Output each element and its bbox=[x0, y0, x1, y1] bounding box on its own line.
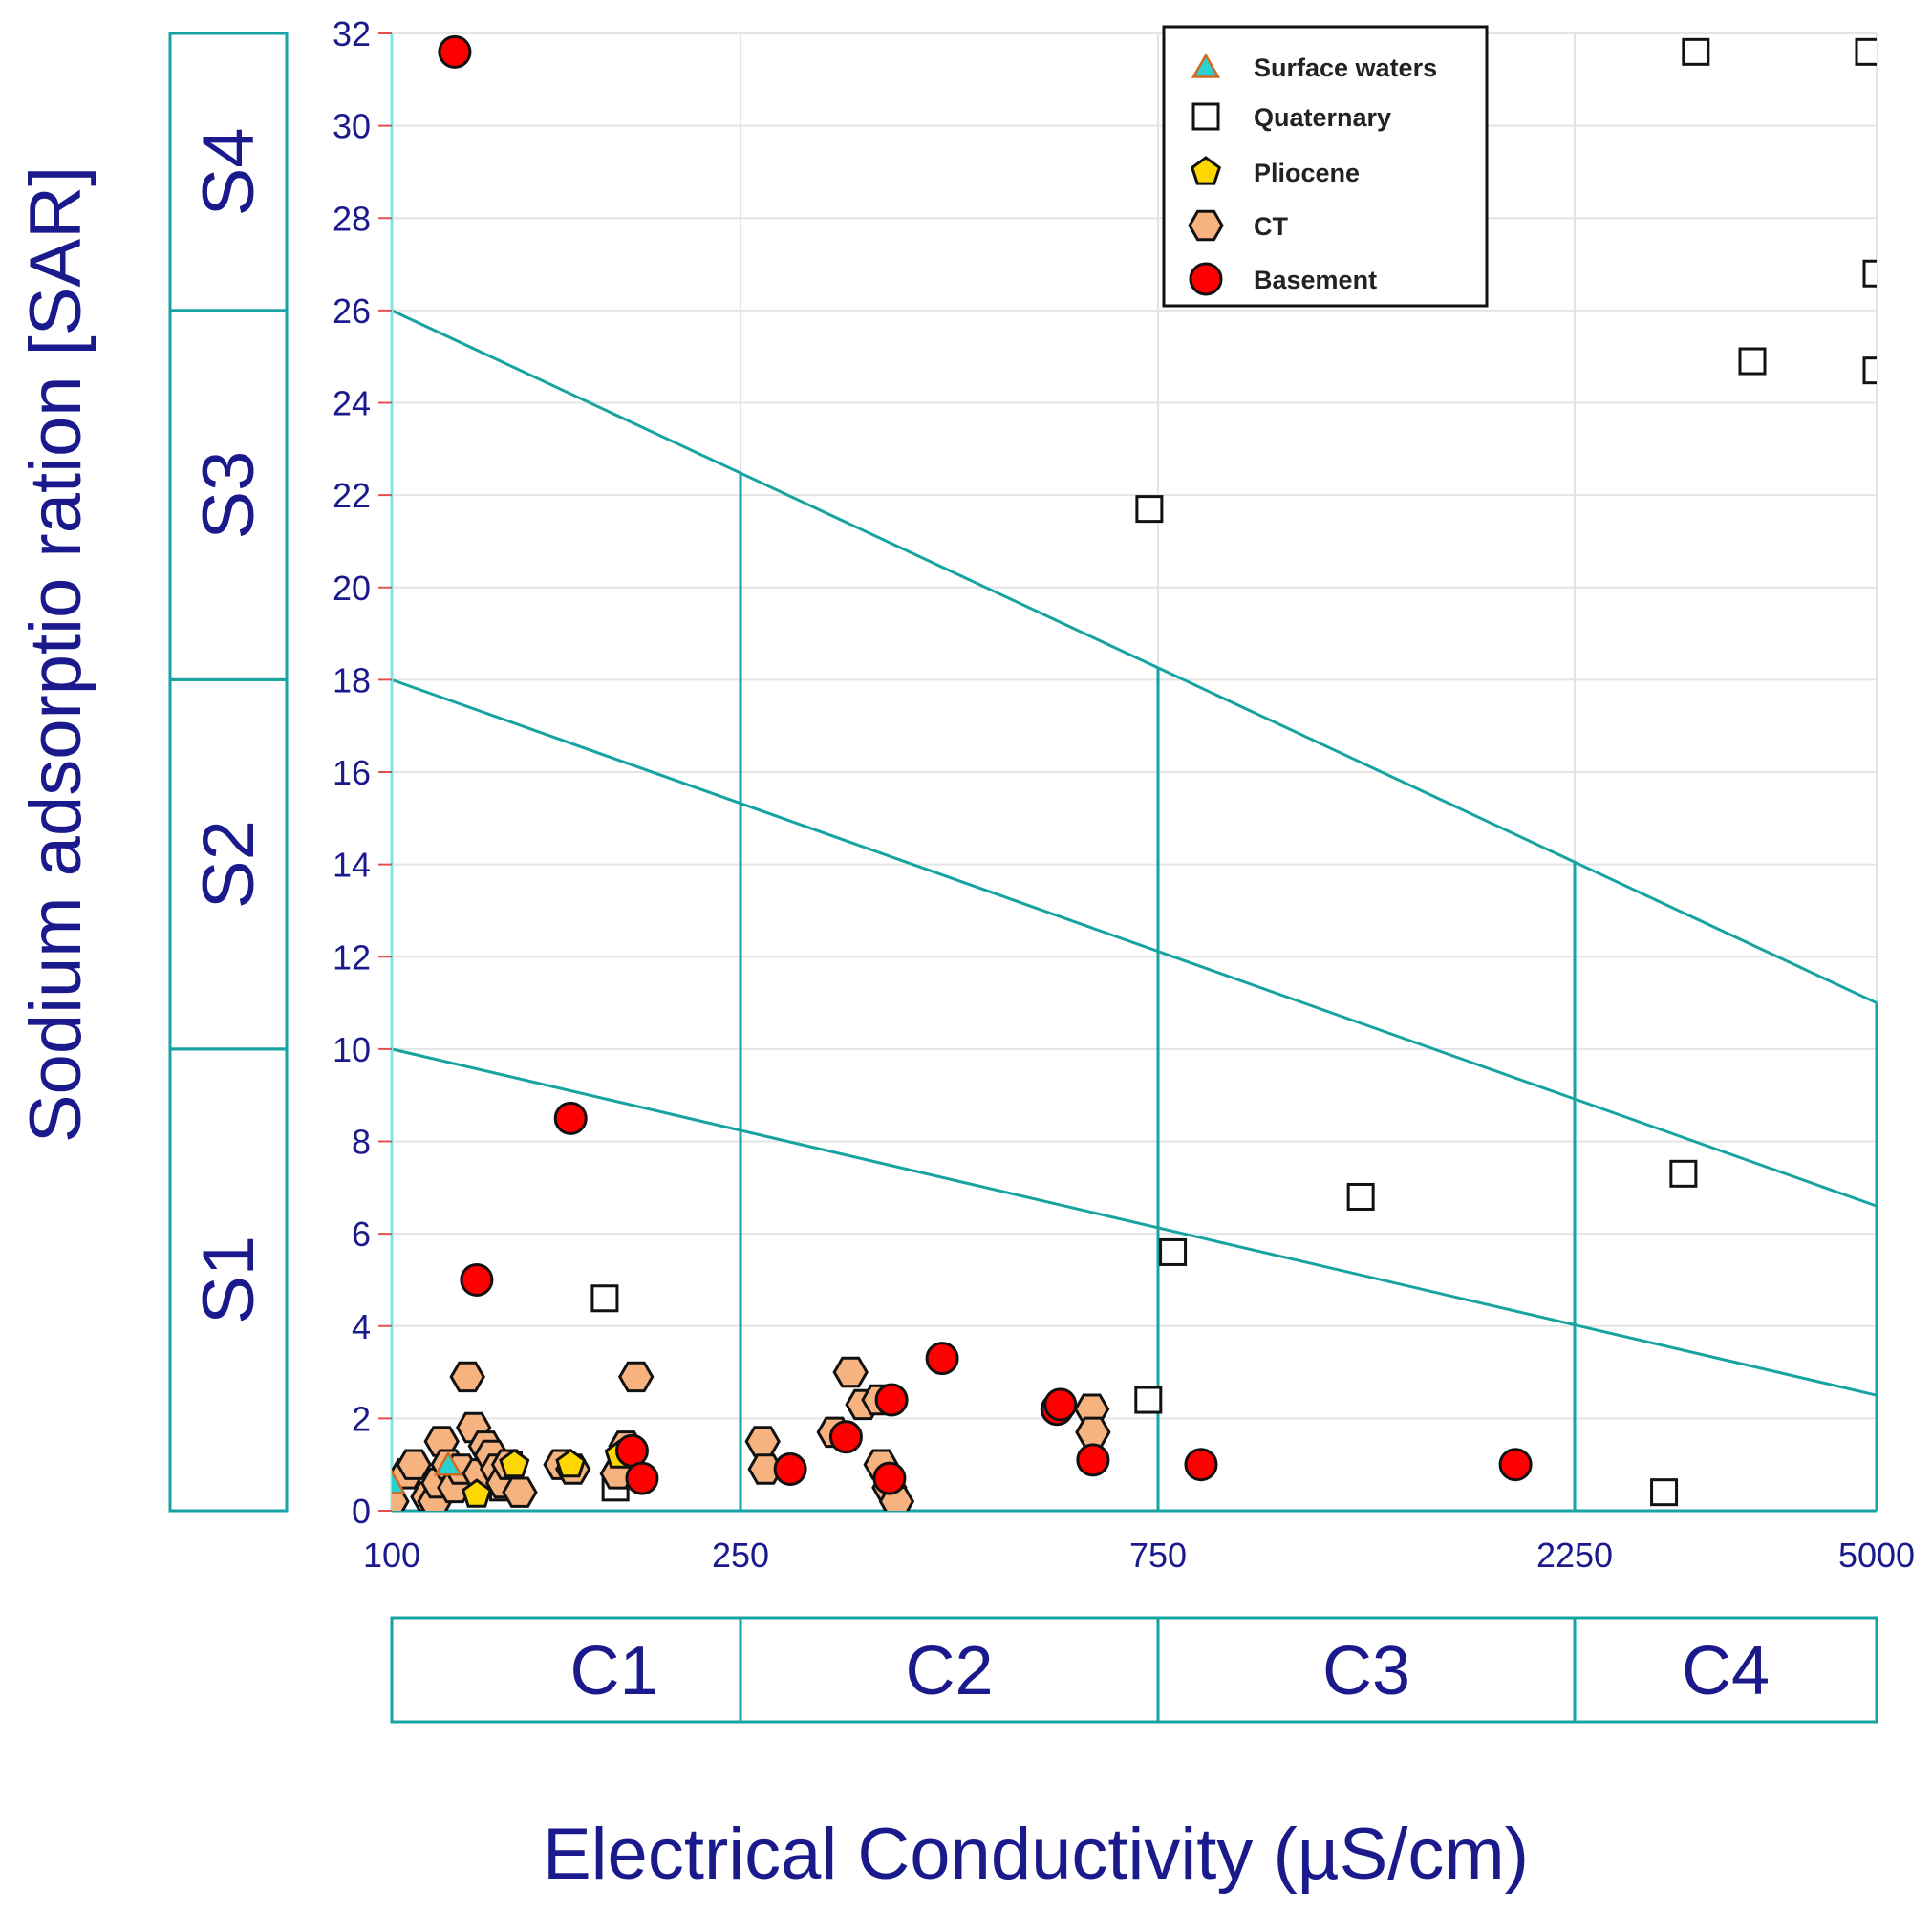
data-point bbox=[438, 34, 472, 69]
y-tick-label: 22 bbox=[333, 476, 371, 515]
class-boundary-line bbox=[391, 309, 1878, 1004]
legend-label: Surface waters bbox=[1254, 54, 1437, 82]
data-point bbox=[1075, 1416, 1111, 1449]
data-point bbox=[925, 1342, 959, 1376]
data-point bbox=[744, 1426, 781, 1457]
data-point bbox=[1159, 1237, 1188, 1266]
sodium-class-label: S4 bbox=[188, 127, 269, 216]
data-point bbox=[747, 1453, 784, 1485]
y-tick-label: 24 bbox=[333, 384, 371, 423]
sodium-class-box bbox=[168, 32, 289, 312]
data-point bbox=[1862, 356, 1877, 385]
salinity-class-box bbox=[1573, 1616, 1878, 1724]
data-point bbox=[1076, 1443, 1110, 1477]
x-axis-label: Electrical Conductivity (µS/cm) bbox=[543, 1814, 1529, 1895]
y-tick-label: 32 bbox=[333, 14, 371, 54]
data-point bbox=[773, 1452, 807, 1487]
y-tick-label: 10 bbox=[333, 1030, 371, 1069]
data-point bbox=[625, 1461, 659, 1495]
series-ct bbox=[392, 1356, 1111, 1511]
salinity-class-label: C2 bbox=[905, 1633, 993, 1709]
data-points bbox=[392, 34, 1877, 1511]
data-point bbox=[1498, 1448, 1533, 1482]
data-point bbox=[1184, 1448, 1218, 1482]
series-basement bbox=[438, 34, 1533, 1495]
sodium-class-label: S3 bbox=[188, 451, 269, 540]
data-point bbox=[460, 1262, 494, 1297]
data-point bbox=[553, 1101, 588, 1135]
data-point bbox=[614, 1433, 649, 1468]
data-point bbox=[1669, 1159, 1698, 1188]
legend-marker bbox=[1191, 53, 1221, 78]
data-point bbox=[872, 1461, 907, 1495]
y-tick-label: 6 bbox=[352, 1214, 371, 1254]
sodium-class-label: S1 bbox=[188, 1236, 269, 1324]
data-point bbox=[499, 1448, 530, 1478]
data-point bbox=[396, 1449, 432, 1480]
data-point bbox=[461, 1478, 492, 1508]
salinity-class-box bbox=[390, 1616, 742, 1724]
y-tick-label: 14 bbox=[333, 846, 371, 885]
y-tick-label: 20 bbox=[333, 569, 371, 608]
y-tick-label: 16 bbox=[333, 753, 371, 792]
class-boundary-line bbox=[391, 1047, 1878, 1397]
legend-marker bbox=[1191, 102, 1220, 131]
data-point bbox=[555, 1448, 587, 1478]
series-surface-waters bbox=[392, 1451, 463, 1494]
y-tick-label: 26 bbox=[333, 291, 371, 331]
legend-marker bbox=[1188, 209, 1224, 242]
data-point bbox=[392, 1469, 407, 1494]
legend: Surface waters Quaternary Pliocene CT Baseme… bbox=[1162, 25, 1489, 308]
y-tick-label: 18 bbox=[333, 660, 371, 699]
x-tick-label: 5000 bbox=[1838, 1536, 1915, 1575]
x-tick-label: 2250 bbox=[1536, 1536, 1613, 1575]
salinity-class-label: C3 bbox=[1322, 1633, 1410, 1709]
y-tick-label: 2 bbox=[352, 1399, 371, 1438]
legend-label: CT bbox=[1254, 212, 1288, 241]
x-tick-label: 750 bbox=[1129, 1536, 1187, 1575]
data-point bbox=[617, 1361, 655, 1393]
data-point bbox=[590, 1284, 619, 1313]
data-point bbox=[1682, 37, 1710, 66]
data-point bbox=[449, 1361, 485, 1393]
data-point bbox=[1135, 495, 1164, 524]
data-point bbox=[1738, 347, 1767, 376]
legend-marker bbox=[1190, 156, 1222, 185]
data-point bbox=[433, 1451, 463, 1476]
y-tick-label: 12 bbox=[333, 937, 371, 977]
class-boundary-line bbox=[391, 677, 1878, 1208]
data-point bbox=[1043, 1387, 1078, 1422]
data-point bbox=[1134, 1386, 1163, 1414]
data-point bbox=[502, 1476, 538, 1508]
legend-label: Basement bbox=[1254, 266, 1377, 294]
y-tick-label: 4 bbox=[352, 1307, 371, 1346]
data-point bbox=[828, 1420, 863, 1454]
legend-marker bbox=[1189, 262, 1223, 296]
data-point bbox=[874, 1383, 909, 1417]
x-tick-label: 250 bbox=[712, 1536, 769, 1575]
class-bands: S1 S2 S3 S4 C1 C2 C3 C4 bbox=[168, 32, 1878, 1724]
x-tick-label: 100 bbox=[363, 1536, 420, 1575]
sodium-class-label: S2 bbox=[188, 820, 269, 909]
data-point bbox=[1862, 259, 1877, 288]
data-point bbox=[1650, 1478, 1679, 1507]
data-point bbox=[832, 1356, 869, 1388]
y-tick-label: 0 bbox=[352, 1492, 371, 1531]
salinity-class-label: C1 bbox=[569, 1633, 657, 1709]
legend-label: Pliocene bbox=[1254, 159, 1360, 187]
y-tick-label: 30 bbox=[333, 107, 371, 146]
y-tick-label: 28 bbox=[333, 199, 371, 238]
salinity-class-label: C4 bbox=[1682, 1633, 1770, 1709]
y-tick-label: 8 bbox=[352, 1123, 371, 1162]
y-axis-label: Sodium adsorptio ration [SAR] bbox=[15, 166, 97, 1143]
data-point bbox=[1855, 37, 1877, 66]
data-point bbox=[1346, 1182, 1375, 1211]
legend-label: Quaternary bbox=[1254, 103, 1391, 132]
